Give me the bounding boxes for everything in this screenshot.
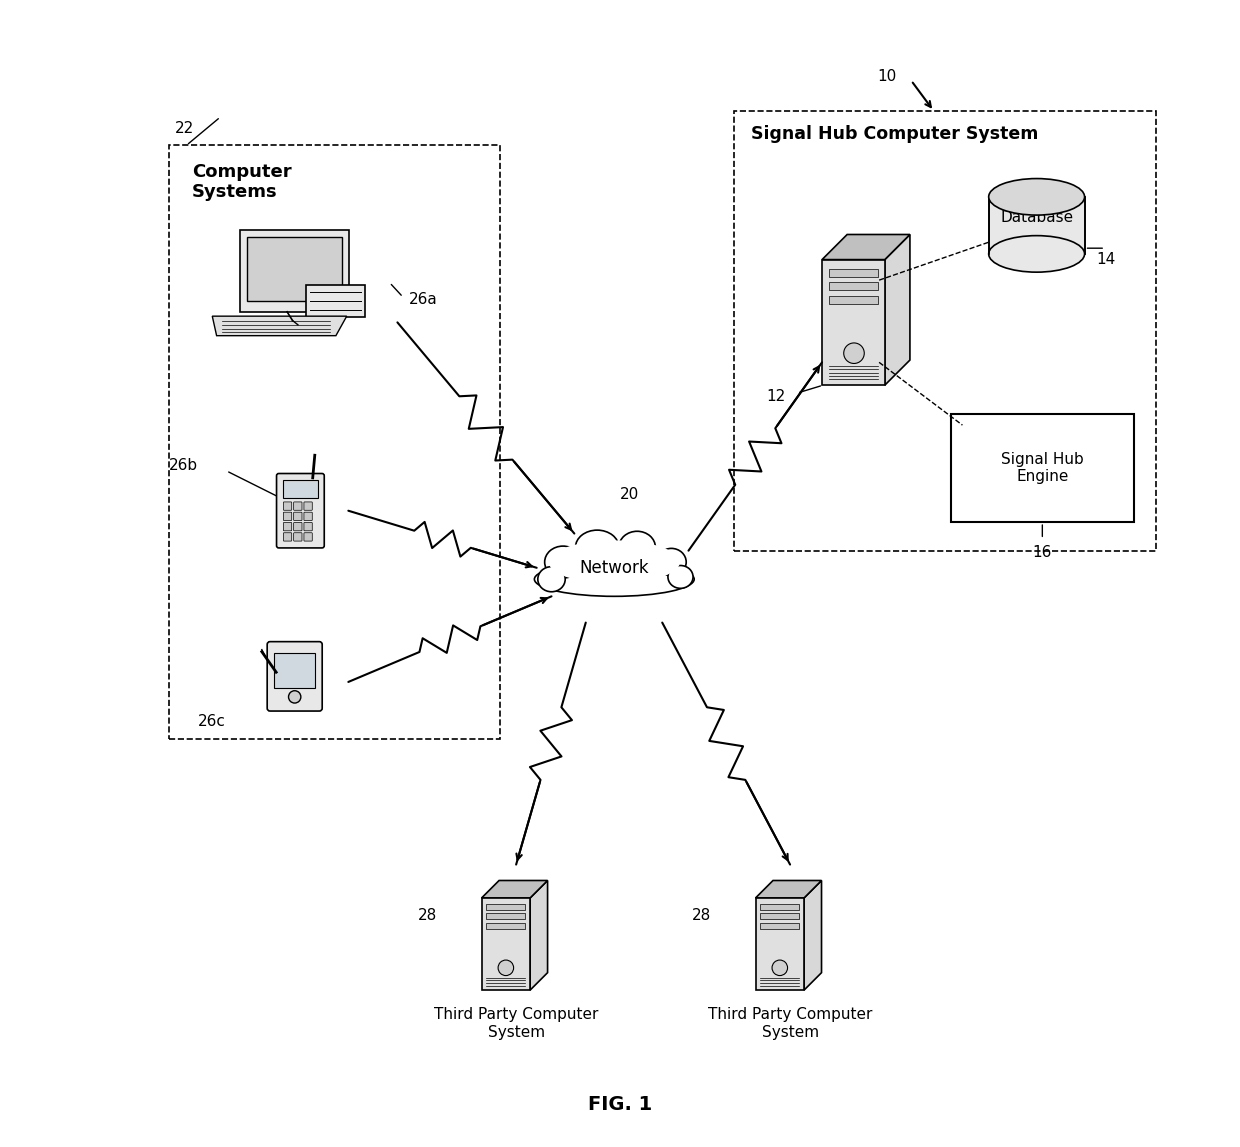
FancyBboxPatch shape — [755, 898, 804, 990]
FancyBboxPatch shape — [284, 523, 291, 531]
Polygon shape — [531, 881, 548, 990]
Text: 14: 14 — [1096, 252, 1115, 267]
Text: 12: 12 — [766, 389, 785, 404]
FancyBboxPatch shape — [486, 923, 526, 929]
Text: 28: 28 — [418, 908, 438, 923]
Ellipse shape — [534, 562, 694, 596]
Text: FIG. 1: FIG. 1 — [588, 1094, 652, 1114]
FancyBboxPatch shape — [294, 523, 303, 531]
FancyBboxPatch shape — [828, 282, 878, 290]
FancyBboxPatch shape — [760, 923, 800, 929]
Text: 28: 28 — [692, 908, 712, 923]
FancyBboxPatch shape — [294, 513, 303, 521]
Polygon shape — [481, 881, 548, 898]
Text: 26b: 26b — [169, 458, 197, 473]
Ellipse shape — [988, 235, 1085, 272]
Text: Third Party Computer
System: Third Party Computer System — [708, 1007, 872, 1039]
FancyBboxPatch shape — [486, 913, 526, 919]
Text: Signal Hub Computer System: Signal Hub Computer System — [751, 125, 1039, 143]
Ellipse shape — [988, 179, 1085, 216]
Text: 20: 20 — [620, 486, 640, 501]
FancyBboxPatch shape — [284, 532, 291, 541]
Ellipse shape — [548, 540, 680, 584]
Polygon shape — [885, 234, 910, 385]
Circle shape — [773, 960, 787, 976]
FancyBboxPatch shape — [951, 414, 1133, 522]
FancyBboxPatch shape — [760, 913, 800, 919]
FancyBboxPatch shape — [481, 898, 531, 990]
Ellipse shape — [575, 530, 619, 564]
FancyBboxPatch shape — [284, 513, 291, 521]
FancyBboxPatch shape — [305, 284, 365, 318]
FancyBboxPatch shape — [277, 474, 324, 548]
Text: 26c: 26c — [197, 715, 226, 729]
Ellipse shape — [544, 546, 582, 578]
Circle shape — [289, 690, 301, 703]
Ellipse shape — [668, 565, 693, 588]
Text: 26a: 26a — [409, 292, 438, 307]
FancyBboxPatch shape — [247, 237, 342, 301]
FancyBboxPatch shape — [822, 259, 885, 385]
Polygon shape — [212, 317, 347, 336]
Text: 22: 22 — [175, 122, 195, 136]
Polygon shape — [822, 234, 910, 259]
FancyBboxPatch shape — [828, 268, 878, 276]
Polygon shape — [804, 881, 822, 990]
Text: 10: 10 — [877, 70, 897, 85]
Text: Network: Network — [579, 559, 649, 577]
FancyBboxPatch shape — [283, 479, 317, 499]
Ellipse shape — [656, 548, 686, 576]
Ellipse shape — [619, 531, 656, 563]
Text: Database: Database — [1001, 210, 1073, 225]
FancyBboxPatch shape — [241, 231, 348, 312]
Text: Third Party Computer
System: Third Party Computer System — [434, 1007, 599, 1039]
FancyBboxPatch shape — [274, 653, 315, 688]
Ellipse shape — [538, 567, 565, 592]
FancyBboxPatch shape — [284, 502, 291, 510]
FancyBboxPatch shape — [828, 296, 878, 304]
Text: 16: 16 — [1033, 545, 1052, 560]
FancyBboxPatch shape — [294, 532, 303, 541]
Text: Signal Hub
Engine: Signal Hub Engine — [1001, 452, 1084, 484]
Circle shape — [498, 960, 513, 976]
Polygon shape — [755, 881, 822, 898]
FancyBboxPatch shape — [760, 904, 800, 910]
FancyBboxPatch shape — [304, 502, 312, 510]
FancyBboxPatch shape — [304, 532, 312, 541]
FancyBboxPatch shape — [275, 320, 314, 327]
FancyBboxPatch shape — [486, 904, 526, 910]
FancyBboxPatch shape — [294, 502, 303, 510]
FancyBboxPatch shape — [304, 513, 312, 521]
FancyBboxPatch shape — [304, 523, 312, 531]
Circle shape — [843, 343, 864, 364]
FancyBboxPatch shape — [267, 641, 322, 711]
Text: Computer
Systems: Computer Systems — [192, 163, 291, 202]
Polygon shape — [988, 197, 1085, 253]
